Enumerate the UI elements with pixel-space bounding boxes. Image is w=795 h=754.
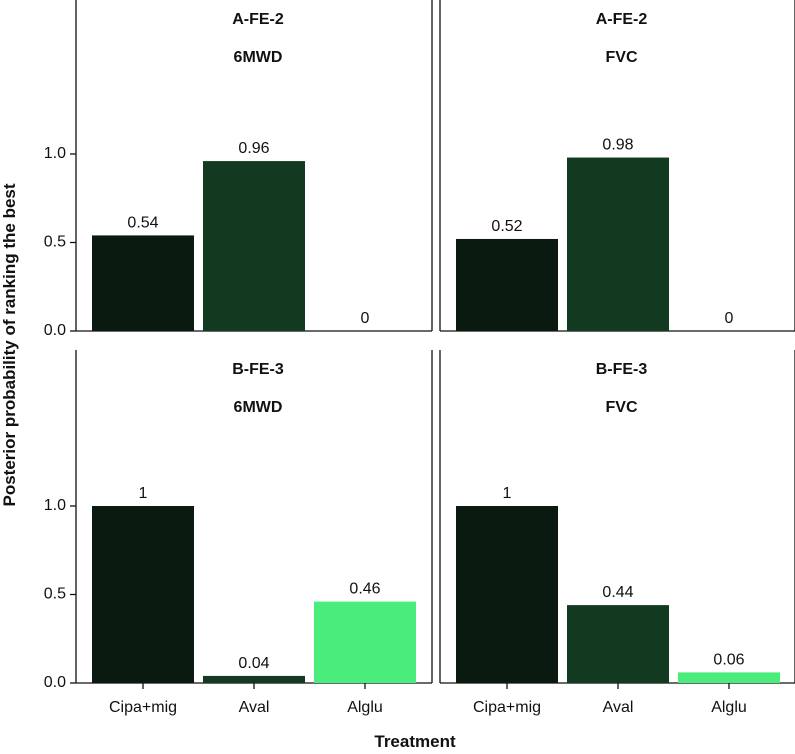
y-tick-label: 0.5 [44,234,66,251]
panel-title: B-FE-3 [232,361,284,378]
bar-aval [567,157,669,331]
x-tick-label: Aval [603,699,634,716]
y-axis-title: Posterior probability of ranking the bes… [0,183,19,506]
bar-alglu [678,672,780,683]
x-tick-label: Cipa+mig [473,699,541,716]
data-label: 1 [139,485,148,502]
data-label: 0.52 [491,218,522,235]
data-label: 0.96 [238,140,269,157]
x-tick-label: Aval [239,699,270,716]
data-label: 0.46 [349,581,380,598]
bar-cipa-mig [456,238,558,331]
data-label: 0.44 [602,584,633,601]
y-tick-label: 0.0 [44,674,66,691]
bar-cipa-mig [456,506,558,683]
x-tick-label: Alglu [711,699,747,716]
y-tick-label: 0.5 [44,586,66,603]
data-label: 0 [361,310,370,327]
data-label: 0.06 [713,651,744,668]
data-label: 1 [503,485,512,502]
bar-aval [203,161,305,331]
bar-cipa-mig [92,235,194,331]
panel-3: 0.0 0.5 1.0 B-FE-3 6MWD 1 Cipa+mig 0.04 Aval 0.46… [44,350,433,716]
panel-title: A-FE-2 [596,11,648,28]
x-axis-title: Treatment [374,732,456,751]
data-label: 0.54 [127,214,158,231]
data-label: 0 [725,310,734,327]
y-tick-label: 1.0 [44,145,66,162]
y-tick-label: 0.0 [44,322,66,339]
panel-title: A-FE-2 [232,11,284,28]
bar-aval [567,605,669,683]
panel-1: 0.0 0.5 1.0 A-FE-2 6MWD 0.54 0.96 0 [44,0,433,339]
y-tick-label: 1.0 [44,497,66,514]
data-label: 0.04 [238,655,269,672]
data-label: 0.98 [602,137,633,154]
panel-subtitle: 6MWD [234,49,283,66]
bar-aval [203,675,305,683]
x-tick-label: Cipa+mig [109,699,177,716]
panel-subtitle: 6MWD [234,399,283,416]
panel-2: A-FE-2 FVC 0.52 0.98 0 [439,0,795,332]
panel-title: B-FE-3 [596,361,648,378]
x-tick-label: Alglu [347,699,383,716]
panel-subtitle: FVC [606,399,638,416]
panel-4: B-FE-3 FVC 1 Cipa+mig 0.44 Aval 0.06 Alglu [439,350,795,716]
bar-alglu [314,601,416,683]
panel-subtitle: FVC [606,49,638,66]
panels-group: 0.0 0.5 1.0 A-FE-2 6MWD 0.54 0.96 0 A-FE-2 FVC 0.5… [44,0,795,716]
bar-cipa-mig [92,506,194,683]
